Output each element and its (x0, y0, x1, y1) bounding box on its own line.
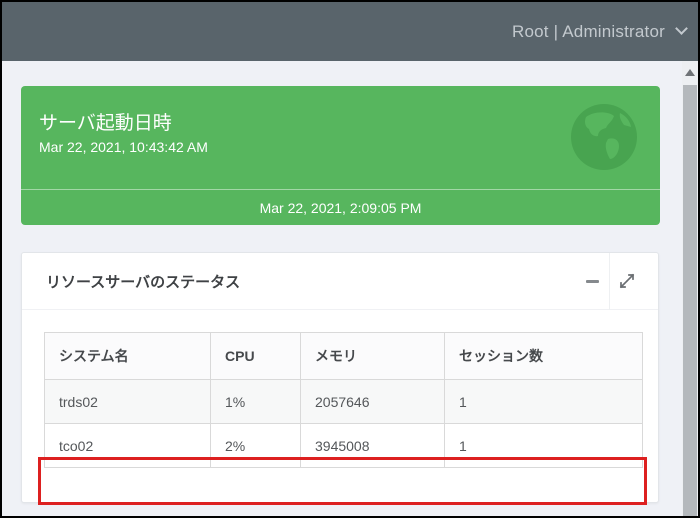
panel-toolbar (575, 252, 644, 310)
user-menu-label: Root | Administrator (512, 21, 665, 41)
chevron-down-icon (675, 22, 688, 35)
cell-memory: 3945008 (300, 423, 445, 468)
expand-arrows-icon (619, 273, 635, 289)
table-row-tco02: tco02 2% 3945008 1 (44, 423, 643, 468)
panel-title: リソースサーバのステータス (46, 273, 241, 291)
resource-status-table: システム名 CPU メモリ セッション数 trds02 1% 2057646 1 (44, 332, 643, 468)
globe-icon (571, 104, 637, 170)
toolbar-divider (609, 252, 610, 310)
cell-sessions: 1 (444, 423, 643, 468)
collapse-button[interactable] (575, 253, 609, 310)
panel-header: リソースサーバのステータス (22, 252, 658, 310)
table-header-row: システム名 CPU メモリ セッション数 (44, 332, 643, 380)
panel-body: システム名 CPU メモリ セッション数 trds02 1% 2057646 1 (22, 332, 658, 516)
cell-sessions: 1 (444, 379, 643, 424)
column-header-sessions: セッション数 (444, 332, 643, 380)
scroll-up-button[interactable] (682, 61, 698, 83)
current-datetime-bar: Mar 22, 2021, 2:09:05 PM (21, 189, 660, 225)
column-header-memory: メモリ (300, 332, 445, 380)
cell-system: tco02 (44, 423, 211, 468)
cell-cpu: 2% (210, 423, 301, 468)
triangle-up-icon (685, 68, 695, 76)
uptime-card-title: サーバ起動日時 (39, 113, 172, 134)
resource-status-panel: リソースサーバのステータス (21, 252, 659, 505)
cell-cpu: 1% (210, 379, 301, 424)
user-account-menu[interactable]: Root | Administrator (512, 2, 688, 61)
server-uptime-card: サーバ起動日時 Mar 22, 2021, 10:43:42 AM Mar 22… (21, 86, 660, 225)
column-header-cpu: CPU (210, 332, 301, 380)
scrollbar-thumb[interactable] (683, 85, 697, 516)
top-navbar: Root | Administrator (2, 2, 698, 61)
column-header-system: システム名 (44, 332, 211, 380)
minus-icon (585, 279, 599, 283)
table-row-trds02: trds02 1% 2057646 1 (44, 379, 643, 424)
vertical-scrollbar[interactable] (682, 61, 698, 516)
cell-system: trds02 (44, 379, 211, 424)
cell-memory: 2057646 (300, 379, 445, 424)
expand-button[interactable] (610, 253, 644, 310)
server-start-datetime: Mar 22, 2021, 10:43:42 AM (39, 139, 208, 155)
